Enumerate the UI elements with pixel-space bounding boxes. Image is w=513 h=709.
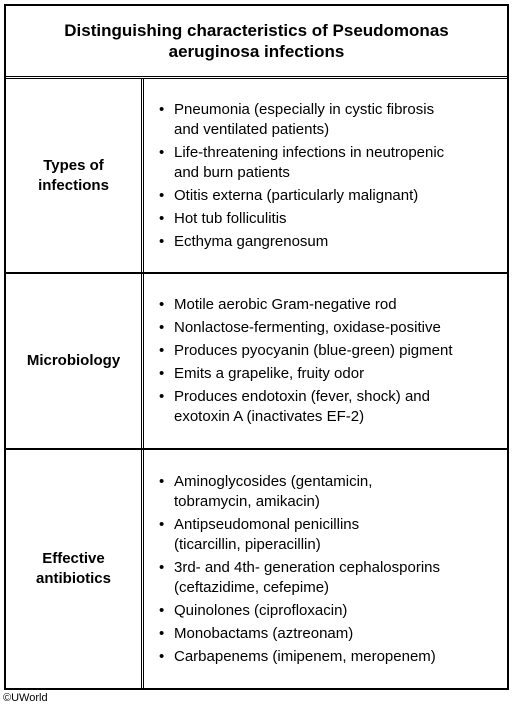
list-item: • Life-threatening infections in neutrope… — [159, 143, 445, 181]
list-item: • Motile aerobic Gram-negative rod — [159, 296, 397, 313]
list-item: • Carbapenems (imipenem, meropenem) — [159, 647, 436, 665]
characteristics-table: Distinguishing characteristics of Pseudo… — [4, 4, 509, 690]
row-label-types-of-infections: Types of infections — [6, 79, 141, 272]
table-title: Distinguishing characteristics of Pseudo… — [6, 6, 507, 76]
row-label-line: Effective — [42, 550, 105, 567]
bullet-icon: • — [159, 388, 165, 405]
row-label-effective-antibiotics: Effective antibiotics — [6, 450, 141, 688]
list-item: • Ecthyma gangrenosum — [159, 232, 329, 250]
bullet-icon: • — [159, 624, 165, 642]
bullet-icon: • — [159, 342, 165, 359]
bullet-icon: • — [159, 186, 165, 204]
copyright-notice: ©UWorld — [3, 692, 48, 704]
bullet-icon: • — [159, 601, 165, 619]
title-divider — [6, 76, 507, 79]
row-divider-1 — [6, 272, 507, 274]
list-item: • Produces pyocyanin (blue-green) pigment — [159, 342, 453, 359]
row-body-effective-antibiotics: • Aminoglycosides (gentamicin, tobramycin,… — [146, 450, 504, 688]
list-item: • Nonlactose-fermenting, oxidase-positive — [159, 319, 441, 336]
list-item: • 3rd- and 4th- generation cephalosporins… — [159, 558, 441, 596]
list-item: • Otitis externa (particularly malignant) — [159, 186, 419, 204]
bullet-list: • Pneumonia (especially in cystic fibrosi… — [146, 97, 504, 255]
bullet-icon: • — [159, 319, 165, 336]
list-item: • Produces endotoxin (fever, shock) and ex… — [159, 388, 430, 425]
row-label-line: infections — [38, 176, 109, 194]
list-item: • Antipseudomonal penicillins (ticarcillin… — [159, 515, 360, 553]
column-divider — [141, 79, 144, 688]
bullet-icon: • — [159, 143, 165, 161]
bullet-list: • Motile aerobic Gram-negative rod • Nonla… — [146, 292, 504, 430]
list-item: • Quinolones (ciprofloxacin) — [159, 601, 348, 619]
list-item: • Aminoglycosides (gentamicin, tobramycin,… — [159, 472, 373, 510]
list-item: • Emits a grapelike, fruity odor — [159, 365, 365, 382]
bullet-icon: • — [159, 515, 165, 533]
row-divider-2 — [6, 448, 507, 450]
list-item: • Hot tub folliculitis — [159, 209, 287, 227]
bullet-icon: • — [159, 365, 165, 382]
table-title-line-2: aeruginosa infections — [168, 42, 345, 61]
bullet-icon: • — [159, 647, 165, 665]
row-label-line: Types of — [43, 156, 104, 174]
table-title-line-1: Distinguishing characteristics of Pseudo… — [64, 21, 449, 40]
row-body-microbiology: • Motile aerobic Gram-negative rod • Nonla… — [146, 274, 504, 448]
bullet-icon: • — [159, 558, 165, 576]
bullet-icon: • — [159, 209, 165, 227]
bullet-list: • Aminoglycosides (gentamicin, tobramycin,… — [146, 469, 504, 670]
bullet-icon: • — [159, 232, 165, 250]
list-item: • Pneumonia (especially in cystic fibrosi… — [159, 100, 435, 138]
row-body-types-of-infections: • Pneumonia (especially in cystic fibrosi… — [146, 79, 504, 272]
row-label-line: antibiotics — [35, 570, 111, 587]
list-item: • Monobactams (aztreonam) — [159, 624, 354, 642]
bullet-icon: • — [159, 472, 165, 490]
row-label-microbiology: Microbiology — [6, 274, 141, 448]
bullet-icon: • — [159, 100, 165, 118]
row-label-line: Microbiology — [26, 352, 121, 369]
bullet-icon: • — [159, 296, 165, 313]
